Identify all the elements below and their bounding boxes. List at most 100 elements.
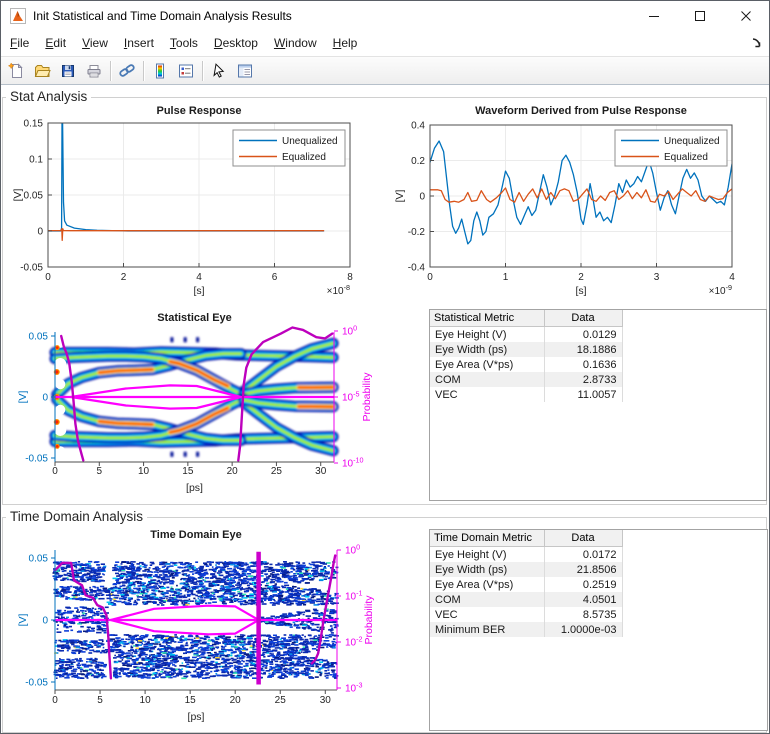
table-row: Eye Height (V)0.0172 (430, 547, 622, 563)
x-tick-label: 0 (52, 695, 58, 706)
y-tick-label: -0.4 (408, 263, 426, 274)
metric-cell[interactable]: Eye Width (ps) (430, 562, 544, 577)
toolbar-separator (202, 61, 203, 81)
metric-cell[interactable]: COM (430, 372, 544, 387)
statistical-eye-chart: 0.050-0.0505101520253010010-510-10Statis… (10, 308, 410, 508)
insert-legend-button[interactable] (173, 59, 199, 83)
time-domain-metric-table[interactable]: Time Domain MetricDataEye Height (V)0.01… (429, 529, 768, 731)
property-inspector-button[interactable] (232, 59, 258, 83)
value-cell[interactable]: 4.0501 (544, 592, 622, 607)
y-axis-label: [V] (17, 614, 29, 627)
statistical-metric-table[interactable]: Statistical MetricDataEye Height (V)0.01… (429, 309, 767, 501)
link-plot-button[interactable] (114, 59, 140, 83)
y-tick-label: 0 (37, 227, 43, 238)
value-cell[interactable]: 11.0057 (544, 387, 622, 402)
x-tick-label: 30 (315, 466, 327, 477)
x-tick-label: 0 (427, 272, 433, 283)
x-tick-label: 3 (654, 272, 660, 283)
metric-table: Time Domain MetricDataEye Height (V)0.01… (430, 530, 623, 637)
metric-cell[interactable]: Eye Height (V) (430, 547, 544, 563)
toolbar-separator (143, 61, 144, 81)
metric-cell[interactable]: Eye Area (V*ps) (430, 357, 544, 372)
table-header-metric: Statistical Metric (430, 310, 544, 327)
x-tick-label: 5 (97, 466, 103, 477)
menu-file[interactable]: File (2, 32, 37, 54)
metric-cell[interactable]: Eye Height (V) (430, 327, 544, 343)
x-axis-label: [s] (575, 285, 586, 297)
value-cell[interactable]: 1.0000e-03 (544, 622, 622, 637)
colorbar-icon (151, 62, 169, 80)
table-row: VEC8.5735 (430, 607, 622, 622)
value-cell[interactable]: 0.0129 (544, 327, 622, 343)
y-axis-label: [V] (12, 189, 24, 202)
menu-window[interactable]: Window (266, 32, 325, 54)
metric-cell[interactable]: COM (430, 592, 544, 607)
value-cell[interactable]: 0.2519 (544, 577, 622, 592)
menu-desktop[interactable]: Desktop (206, 32, 266, 54)
close-icon (741, 11, 751, 21)
value-cell[interactable]: 18.1886 (544, 342, 622, 357)
property-inspector-icon (236, 62, 254, 80)
legend-label: Unequalized (664, 136, 720, 147)
printer-icon (85, 62, 103, 80)
value-cell[interactable]: 8.5735 (544, 607, 622, 622)
table-row: VEC11.0057 (430, 387, 622, 402)
x-axis-label: [ps] (188, 711, 205, 723)
pointer-arrow-icon (210, 62, 228, 80)
maximize-button[interactable] (677, 1, 723, 30)
left-tick-label: 0 (42, 616, 48, 627)
value-cell[interactable]: 2.8733 (544, 372, 622, 387)
right-tick-label: 10-3 (345, 681, 363, 695)
menu-insert[interactable]: Insert (116, 32, 162, 54)
print-figure-button[interactable] (81, 59, 107, 83)
y-axis-label: [V] (394, 190, 406, 203)
metric-cell[interactable]: Eye Area (V*ps) (430, 577, 544, 592)
left-tick-label: -0.05 (25, 454, 48, 465)
menu-tools[interactable]: Tools (162, 32, 206, 54)
insert-colorbar-button[interactable] (147, 59, 173, 83)
table-row: Eye Height (V)0.0129 (430, 327, 622, 343)
menu-help[interactable]: Help (325, 32, 366, 54)
dock-figure-button[interactable] (750, 37, 763, 50)
minimize-button[interactable] (631, 1, 677, 30)
window-title: Init Statistical and Time Domain Analysi… (33, 9, 292, 23)
x-tick-label: 30 (320, 695, 332, 706)
dock-arrow-icon (750, 37, 763, 50)
table-header-data: Data (544, 310, 622, 327)
metric-cell[interactable]: Minimum BER (430, 622, 544, 637)
value-cell[interactable]: 21.8506 (544, 562, 622, 577)
value-cell[interactable]: 0.1636 (544, 357, 622, 372)
metric-cell[interactable]: Eye Width (ps) (430, 342, 544, 357)
right-tick-label: 100 (345, 543, 360, 557)
legend[interactable]: UnequalizedEqualized (233, 130, 345, 166)
metric-cell[interactable]: VEC (430, 607, 544, 622)
new-figure-button[interactable] (3, 59, 29, 83)
x-tick-label: 10 (138, 466, 150, 477)
left-tick-label: 0 (42, 393, 48, 404)
open-file-button[interactable] (29, 59, 55, 83)
x-tick-label: 25 (275, 695, 287, 706)
axis-multiplier-label: ×10-9 (709, 283, 732, 297)
close-button[interactable] (723, 1, 769, 30)
x-tick-label: 5 (97, 695, 103, 706)
save-floppy-icon (59, 62, 77, 80)
edit-plot-button[interactable] (206, 59, 232, 83)
table-row: Eye Width (ps)18.1886 (430, 342, 622, 357)
table-row: Eye Area (V*ps)0.1636 (430, 357, 622, 372)
x-axis-label: [s] (193, 285, 204, 297)
metric-cell[interactable]: VEC (430, 387, 544, 402)
right-tick-label: 10-2 (345, 635, 363, 649)
x-tick-label: 15 (185, 695, 197, 706)
menu-edit[interactable]: Edit (37, 32, 74, 54)
legend[interactable]: UnequalizedEqualized (615, 130, 727, 166)
menu-bar: FileEditViewInsertToolsDesktopWindowHelp (1, 30, 770, 56)
value-cell[interactable]: 0.0172 (544, 547, 622, 563)
title-bar: Init Statistical and Time Domain Analysi… (1, 1, 769, 30)
save-figure-button[interactable] (55, 59, 81, 83)
x-tick-label: 10 (140, 695, 152, 706)
right-tick-label: 10-5 (342, 390, 360, 404)
probability-axis-label: Probability (363, 595, 375, 645)
menu-view[interactable]: View (74, 32, 116, 54)
y-tick-label: -0.05 (20, 263, 43, 274)
y-tick-label: -0.2 (408, 227, 426, 238)
